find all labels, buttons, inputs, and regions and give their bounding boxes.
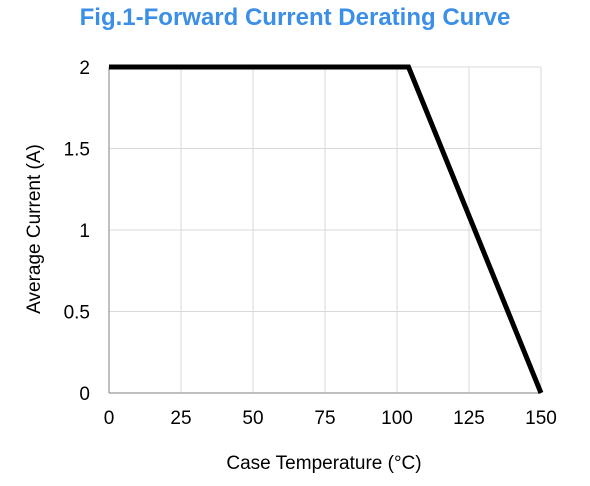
x-tick-label: 50 — [242, 408, 263, 429]
y-tick-label: 0.5 — [64, 303, 90, 324]
x-tick-label: 150 — [525, 408, 557, 429]
series-layer — [109, 64, 544, 394]
x-tick-label: 100 — [381, 408, 413, 429]
y-tick-label: 0 — [79, 384, 90, 405]
chart-title: Fig.1-Forward Current Derating Curve — [79, 4, 511, 31]
grid — [108, 66, 542, 394]
y-tick-label: 1.5 — [64, 140, 90, 161]
x-tick-label: 25 — [170, 408, 191, 429]
y-tick-label: 2 — [79, 58, 90, 79]
y-axis-ticks: 0 0.5 1 1.5 2 — [64, 58, 90, 405]
x-tick-label: 125 — [453, 408, 485, 429]
series-line — [109, 64, 544, 394]
x-tick-label: 0 — [104, 408, 115, 429]
y-axis-label: Average Current (A) — [24, 144, 45, 314]
y-tick-label: 1 — [79, 221, 90, 242]
x-axis-label: Case Temperature (°C) — [226, 453, 421, 474]
x-axis-ticks: 0 25 50 75 100 125 150 — [104, 408, 557, 429]
x-tick-label: 75 — [314, 408, 335, 429]
